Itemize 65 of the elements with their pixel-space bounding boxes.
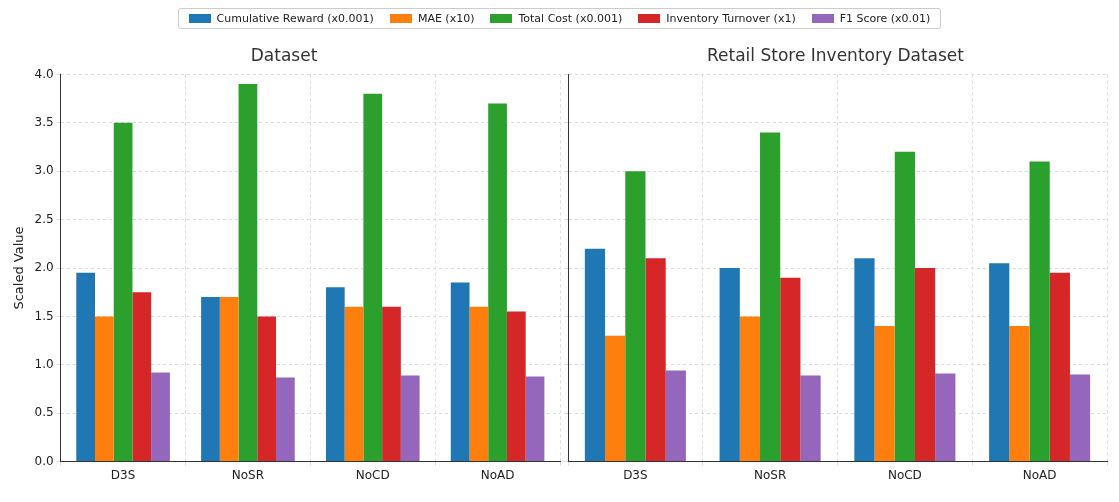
y-tick-label: 0.0 bbox=[34, 453, 54, 468]
bar bbox=[1069, 374, 1091, 462]
bar bbox=[605, 335, 626, 462]
bar bbox=[113, 122, 133, 462]
x-tick-label: D3S bbox=[623, 467, 648, 482]
bar bbox=[1029, 161, 1050, 462]
bar bbox=[760, 132, 781, 462]
x-tick-label: NoCD bbox=[355, 467, 390, 482]
y-tick-label: 1.0 bbox=[34, 356, 54, 371]
x-tick-label: NoSR bbox=[231, 467, 265, 482]
bar bbox=[151, 372, 170, 462]
bar bbox=[132, 292, 152, 462]
y-axis-title: Scaled Value bbox=[11, 226, 27, 310]
bar bbox=[488, 103, 507, 462]
y-tick-label: 3.5 bbox=[34, 114, 54, 129]
x-tick-label: D3S bbox=[110, 467, 136, 482]
bar bbox=[719, 268, 740, 462]
y-tick-label: 4.0 bbox=[34, 66, 54, 81]
chart-title: Retail Store Inventory Dataset bbox=[707, 44, 965, 65]
bar bbox=[238, 84, 258, 462]
bar bbox=[665, 370, 686, 462]
bar bbox=[325, 287, 345, 462]
bar bbox=[874, 326, 895, 462]
bar bbox=[257, 316, 277, 462]
bar bbox=[506, 311, 526, 462]
bar bbox=[95, 316, 114, 462]
bar bbox=[469, 306, 489, 462]
legend-label: F1 Score (x0.01) bbox=[839, 12, 931, 25]
bar bbox=[854, 258, 875, 462]
bar bbox=[989, 263, 1010, 462]
bar bbox=[914, 268, 936, 462]
y-tick-label: 2.5 bbox=[34, 211, 54, 226]
legend-label: Total Cost (x0.001) bbox=[518, 12, 623, 25]
bar bbox=[800, 375, 821, 462]
bar bbox=[935, 373, 956, 462]
bar bbox=[739, 316, 761, 462]
chart-title: Dataset bbox=[250, 44, 318, 65]
x-tick-label: NoCD bbox=[887, 467, 922, 482]
y-tick-label: 0.5 bbox=[34, 405, 54, 420]
bar bbox=[400, 375, 420, 462]
legend-label: Cumulative Reward (x0.001) bbox=[216, 12, 374, 25]
bar bbox=[1049, 272, 1070, 462]
x-tick-label: NoAD bbox=[480, 467, 515, 482]
bar bbox=[894, 151, 915, 462]
y-tick-label: 2.0 bbox=[34, 260, 54, 275]
bar bbox=[584, 248, 606, 462]
bar bbox=[450, 282, 470, 462]
bar bbox=[76, 272, 96, 462]
bar bbox=[276, 377, 295, 462]
bar bbox=[344, 306, 364, 462]
bar bbox=[525, 376, 545, 462]
x-tick-label: NoSR bbox=[753, 467, 787, 482]
legend-label: Inventory Turnover (x1) bbox=[666, 12, 796, 25]
x-tick-label: NoAD bbox=[1022, 467, 1057, 482]
y-tick-label: 1.5 bbox=[34, 308, 54, 323]
bar bbox=[645, 258, 666, 462]
legend-label: MAE (x10) bbox=[417, 12, 475, 25]
bar bbox=[363, 93, 383, 462]
bar bbox=[625, 171, 646, 462]
y-tick-label: 3.0 bbox=[34, 163, 54, 178]
bar bbox=[780, 277, 801, 462]
bar bbox=[382, 306, 401, 462]
bar bbox=[201, 297, 220, 462]
bar bbox=[1009, 326, 1030, 462]
bar bbox=[219, 297, 239, 462]
